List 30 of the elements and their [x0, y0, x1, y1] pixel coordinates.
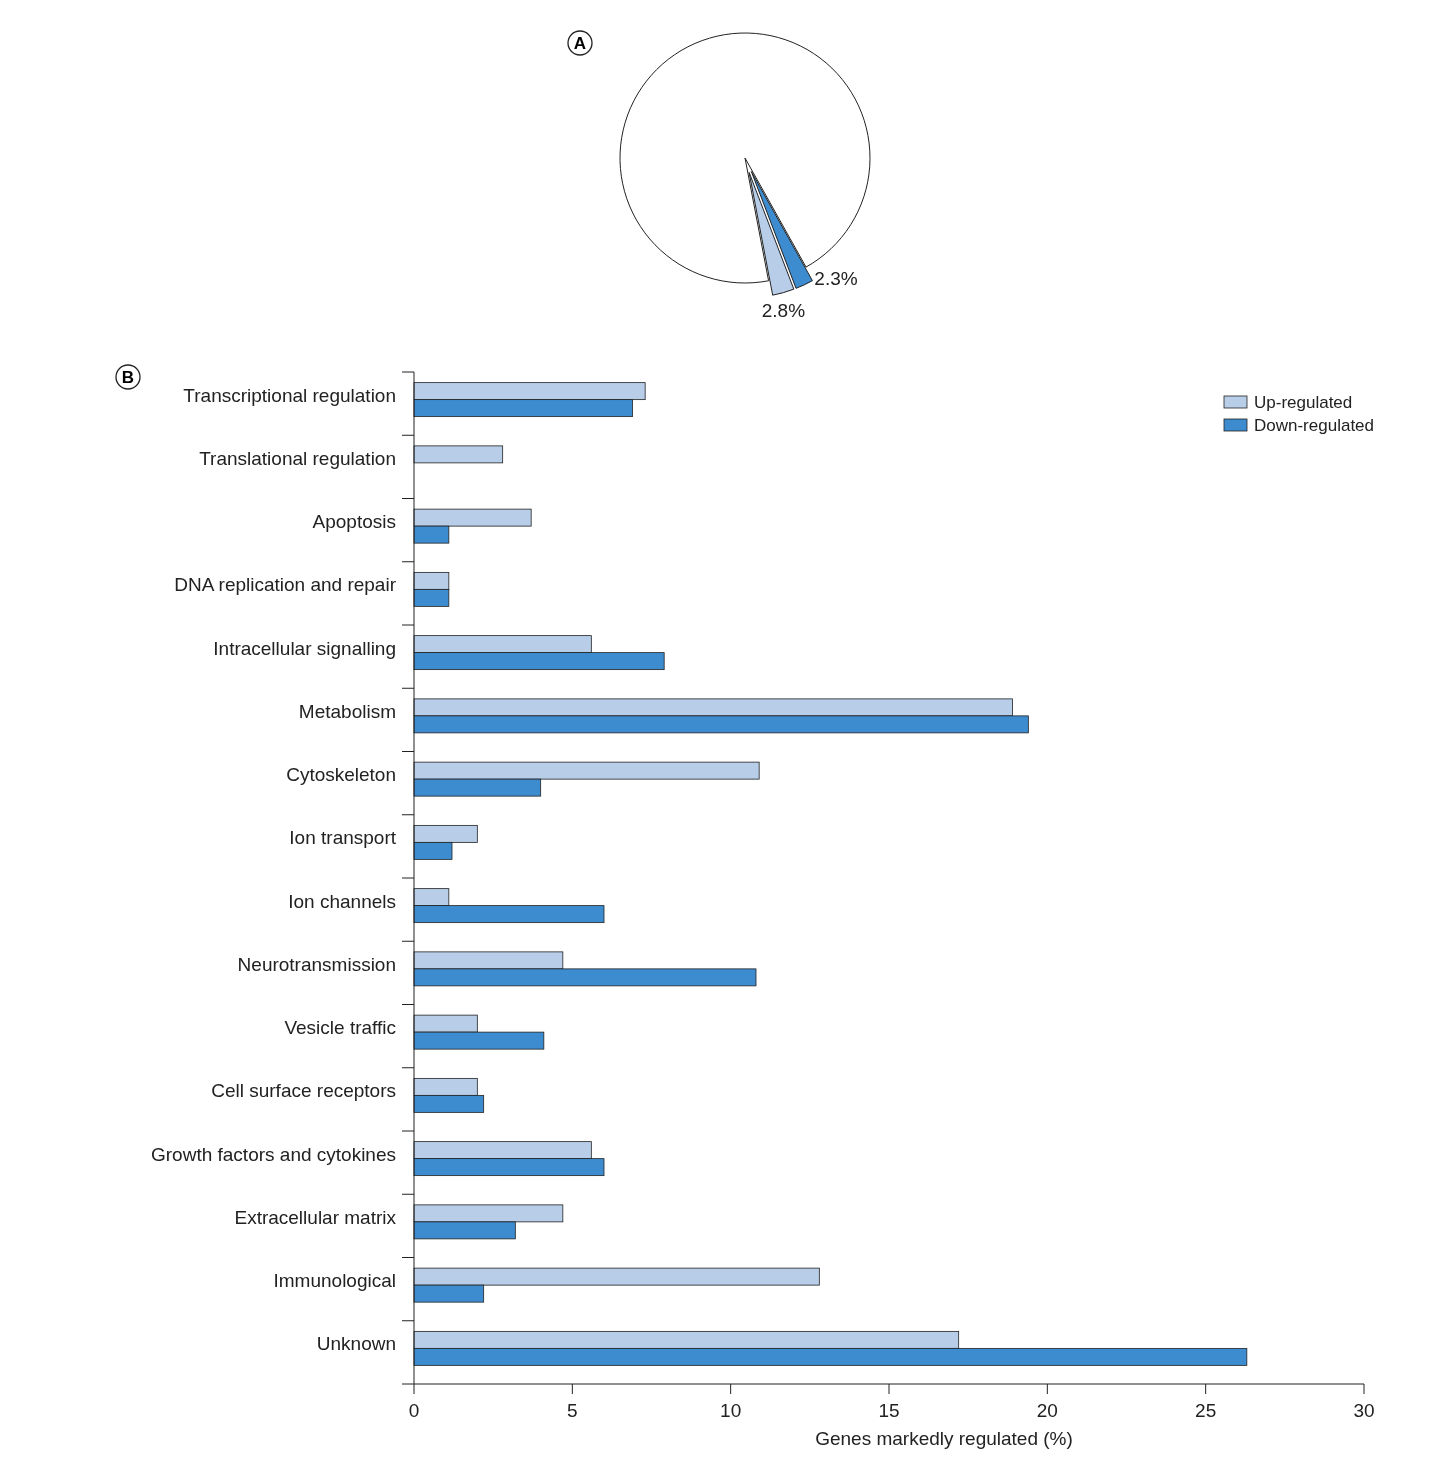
data-label: 2.8%	[761, 299, 806, 321]
y-tick-label: Ion transport	[289, 827, 397, 849]
y-tick-label: DNA replication and repair	[174, 574, 397, 596]
y-tick-label: Transcriptional regulation	[183, 384, 396, 406]
x-tick-label: 5	[567, 1400, 578, 1421]
x-tick-label: 25	[1195, 1400, 1217, 1421]
chart-title: A	[573, 34, 587, 53]
y-tick-label: Ion channels	[288, 890, 396, 912]
y-tick-label: Translational regulation	[199, 447, 396, 469]
x-tick-label: 30	[1353, 1400, 1375, 1421]
x-tick-label: 15	[878, 1400, 900, 1421]
y-tick-label: Unknown	[316, 1333, 396, 1355]
y-tick-label: Neurotransmission	[237, 953, 396, 975]
y-tick-label: Immunological	[273, 1270, 396, 1292]
y-tick-label: Extracellular matrix	[234, 1206, 397, 1228]
y-tick-label: Metabolism	[298, 700, 396, 722]
x-tick-label: 0	[408, 1400, 420, 1421]
y-tick-label: Vesicle traffic	[284, 1017, 396, 1039]
legend-label: Up-regulated	[1254, 393, 1353, 412]
text: B	[121, 368, 135, 387]
x-tick-label: 10	[720, 1400, 742, 1421]
legend-label: Down-regulated	[1254, 416, 1375, 435]
data-label: 2.3%	[814, 267, 858, 289]
y-tick-label: Intracellular signalling	[213, 637, 396, 659]
x-axis-title: Genes markedly regulated (%)	[815, 1428, 1073, 1449]
x-tick-label: 20	[1036, 1400, 1058, 1421]
y-tick-label: Cytoskeleton	[286, 764, 396, 786]
y-tick-label: Apoptosis	[312, 511, 396, 533]
y-tick-label: Growth factors and cytokines	[151, 1143, 396, 1165]
y-tick-label: Cell surface receptors	[211, 1080, 396, 1102]
